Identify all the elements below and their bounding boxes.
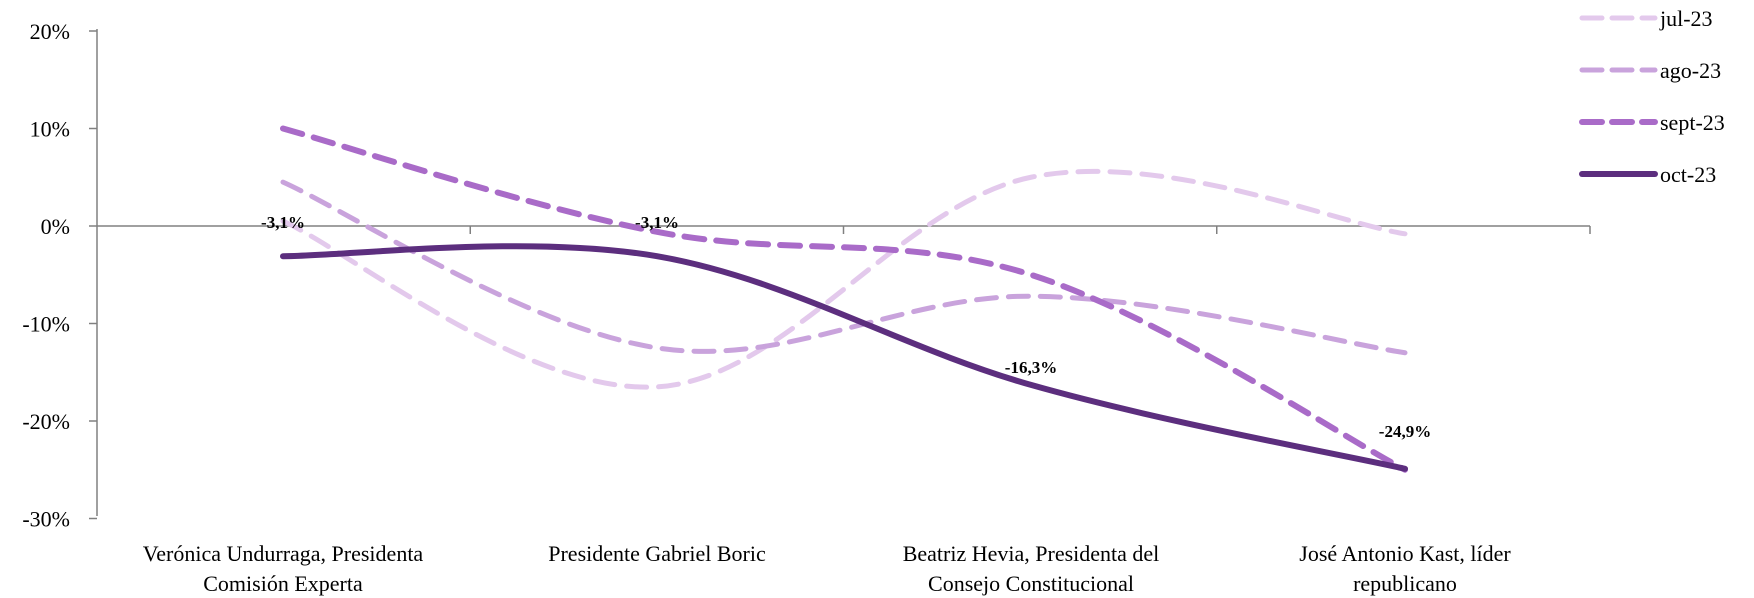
y-tick-label: 10% bbox=[30, 117, 70, 142]
y-tick-label: -10% bbox=[22, 312, 70, 337]
series-line-ago-23 bbox=[280, 179, 1408, 356]
series-line-sept-23 bbox=[280, 125, 1408, 473]
legend-label: oct-23 bbox=[1660, 162, 1716, 187]
y-tick-label: 20% bbox=[30, 19, 70, 44]
y-tick-label: -20% bbox=[22, 409, 70, 434]
category-label: Beatriz Hevia, Presidenta del bbox=[903, 541, 1160, 566]
x-ticks bbox=[469, 226, 1591, 234]
series-lines bbox=[280, 125, 1408, 473]
data-label: -3,1% bbox=[635, 213, 679, 232]
category-labels: Verónica Undurraga, Presidenta Comisión E… bbox=[143, 541, 1512, 596]
category-label: Presidente Gabriel Boric bbox=[548, 541, 766, 566]
data-label: -3,1% bbox=[261, 213, 305, 232]
category-label: Comisión Experta bbox=[203, 571, 363, 596]
series-line-jul-23 bbox=[280, 168, 1408, 390]
category-label: José Antonio Kast, líder bbox=[1299, 541, 1511, 566]
y-tick-label: -30% bbox=[22, 507, 70, 532]
legend: jul-23 ago-23 sept-23 oct-23 bbox=[1579, 6, 1725, 187]
data-label: -16,3% bbox=[1005, 358, 1057, 377]
y-ticks: 20% 10% 0% -10% -20% -30% bbox=[22, 19, 97, 532]
category-label: republicano bbox=[1353, 571, 1457, 596]
data-labels: -3,1% -3,1% -16,3% -24,9% bbox=[261, 213, 1431, 441]
legend-label: ago-23 bbox=[1660, 58, 1721, 83]
category-label: Consejo Constitucional bbox=[928, 571, 1134, 596]
axes bbox=[96, 29, 1590, 516]
data-label: -24,9% bbox=[1379, 422, 1431, 441]
y-tick-label: 0% bbox=[41, 214, 70, 239]
legend-label: sept-23 bbox=[1660, 110, 1725, 135]
category-label: Verónica Undurraga, Presidenta bbox=[143, 541, 424, 566]
series-line-oct-23 bbox=[280, 243, 1408, 472]
legend-label: jul-23 bbox=[1659, 6, 1713, 31]
